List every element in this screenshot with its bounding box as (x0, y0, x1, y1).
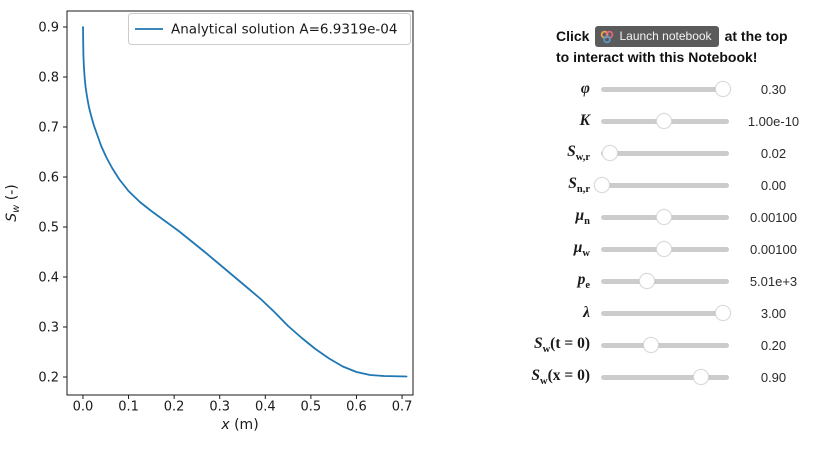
Sw-x0-value: 0.90 (760, 369, 787, 385)
launch-notebook-badge[interactable]: Launch notebook (595, 26, 719, 47)
x-tick-label: 0.0 (73, 400, 94, 415)
x-axis-label: x (m) (220, 417, 258, 433)
Swr-value: 0.02 (760, 145, 787, 161)
y-axis-label: Sw (-) (4, 184, 22, 222)
mu-w-slider-handle[interactable] (655, 241, 672, 257)
lambda-slider[interactable] (601, 297, 731, 329)
slider-row-pe: pe 5.01e+3 (450, 265, 818, 297)
instruction-line-1: Click Launch notebook at the top (556, 26, 788, 47)
slider-row-K: K 1.00e-10 (450, 105, 818, 137)
x-tick-label: 0.4 (255, 400, 276, 415)
phi-slider[interactable] (601, 73, 731, 105)
lambda-value: 3.00 (760, 305, 787, 321)
slider-row-Sw-t0: Sw(t = 0) 0.20 (450, 329, 818, 361)
phi-slider-track[interactable] (601, 86, 729, 92)
Snr-slider-track[interactable] (601, 182, 729, 188)
slider-row-mu-n: μn 0.00100 (450, 201, 818, 233)
analytical-solution-line (82, 26, 408, 378)
slider-row-mu-w: μw 0.00100 (450, 233, 818, 265)
legend-label: Analytical solution A=6.9319e-04 (171, 22, 397, 38)
pe-slider-handle[interactable] (639, 273, 656, 289)
slider-row-Snr: Sn,r 0.00 (450, 169, 818, 201)
y-tick-label: 0.9 (38, 21, 59, 36)
mu-w-label: μw (573, 238, 590, 260)
y-tick-label: 0.4 (38, 271, 59, 286)
pe-slider[interactable] (601, 265, 729, 297)
slider-row-lambda: λ 3.00 (450, 297, 818, 329)
pe-slider-track[interactable] (601, 278, 729, 284)
K-slider-handle[interactable] (655, 113, 672, 129)
binder-ring-blue (603, 35, 612, 43)
Sw-t0-label: Sw(t = 0) (533, 334, 590, 356)
instruction-suffix: at the top (724, 28, 788, 44)
instruction-line-2: to interact with this Notebook! (556, 49, 758, 65)
Snr-value: 0.00 (760, 177, 787, 193)
x-tick-label: 0.7 (392, 400, 413, 415)
Sw-x0-slider-track[interactable] (601, 374, 729, 380)
slider-panel: φ 0.30 K 1.00e-10 Sw,r 0.02 Sn,r 0.00 μn 0.00100 μ… (450, 73, 818, 393)
Sw-x0-slider-handle[interactable] (692, 369, 709, 385)
y-tick-label: 0.8 (38, 71, 59, 86)
K-slider[interactable] (601, 105, 729, 137)
saturation-chart: 0.0 0.1 0.2 0.3 0.4 0.5 0.6 0.7 0.2 0.3 0.4 0.5 0.6 0… (4, 10, 414, 433)
Snr-label: Sn,r (568, 174, 590, 196)
Sw-t0-slider-handle[interactable] (642, 337, 659, 353)
Snr-slider[interactable] (594, 169, 729, 201)
x-tick-label: 0.3 (209, 400, 230, 415)
Sw-x0-slider[interactable] (601, 361, 729, 393)
phi-slider-handle[interactable] (714, 81, 731, 97)
Swr-slider-track[interactable] (601, 150, 729, 156)
plot-border (66, 10, 414, 396)
instruction-prefix: Click (556, 28, 590, 44)
Sw-x0-label: Sw(x = 0) (531, 366, 590, 388)
pe-label: pe (577, 270, 590, 292)
mu-n-slider[interactable] (601, 201, 729, 233)
lambda-slider-track[interactable] (601, 310, 729, 316)
phi-label: φ (580, 80, 590, 97)
mu-n-value: 0.00100 (750, 209, 797, 225)
mu-n-label: μn (575, 206, 590, 228)
x-tick-label: 0.2 (164, 400, 185, 415)
y-tick-label: 0.5 (38, 221, 59, 236)
badge-label: Launch notebook (619, 29, 712, 43)
Sw-t0-slider[interactable] (601, 329, 729, 361)
slider-row-phi: φ 0.30 (450, 73, 818, 105)
K-label: K (579, 112, 590, 129)
y-tick-label: 0.2 (38, 371, 59, 386)
lambda-label: λ (583, 304, 590, 321)
x-tick-label: 0.6 (346, 400, 367, 415)
legend-box (128, 13, 411, 45)
pe-value: 5.01e+3 (749, 273, 798, 289)
launch-instruction: Click Launch notebook at the top to inte… (556, 26, 788, 68)
slider-row-Swr: Sw,r 0.02 (450, 137, 818, 169)
Swr-slider-handle[interactable] (601, 145, 618, 161)
binder-icon (601, 30, 614, 43)
K-value: 1.00e-10 (747, 113, 800, 129)
mu-n-slider-handle[interactable] (655, 209, 672, 225)
x-tick-label: 0.1 (118, 400, 139, 415)
Swr-slider[interactable] (601, 137, 729, 169)
y-tick-label: 0.3 (38, 321, 59, 336)
slider-row-Sw-x0: Sw(x = 0) 0.90 (450, 361, 818, 393)
x-tick-label: 0.5 (301, 400, 322, 415)
Sw-t0-value: 0.20 (760, 337, 787, 353)
Snr-slider-handle[interactable] (594, 177, 611, 193)
mu-w-value: 0.00100 (750, 241, 797, 257)
mu-w-slider[interactable] (601, 233, 729, 265)
Swr-label: Sw,r (567, 142, 590, 164)
Sw-t0-slider-track[interactable] (601, 342, 729, 348)
y-tick-label: 0.7 (38, 121, 59, 136)
lambda-slider-handle[interactable] (714, 305, 731, 321)
phi-value: 0.30 (760, 81, 787, 97)
y-tick-label: 0.6 (38, 171, 59, 186)
